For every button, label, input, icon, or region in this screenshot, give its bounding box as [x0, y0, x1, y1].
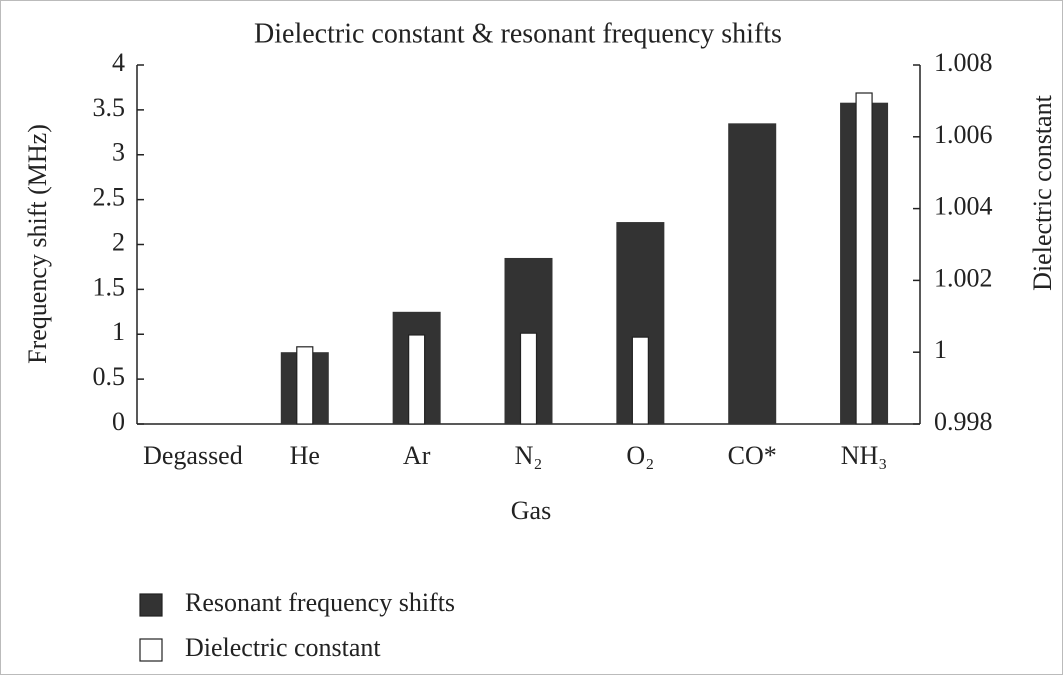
- y-tick-label: 3.5: [93, 93, 126, 122]
- y2-tick-label: 1.004: [934, 192, 993, 221]
- y2-tick-label: 0.998: [934, 407, 993, 436]
- legend-swatch: [139, 638, 163, 662]
- y-tick-label: 2.5: [93, 183, 126, 212]
- bar: [408, 334, 426, 425]
- bar: [631, 336, 649, 425]
- x-tick-label: O₂: [626, 441, 654, 470]
- x-tick-label: CO*: [728, 441, 777, 470]
- y-tick-label: 1: [112, 317, 125, 346]
- y-tick-label: 1.5: [93, 272, 126, 301]
- chart-title: Dielectric constant & resonant frequency…: [254, 18, 782, 49]
- y2-tick-label: 1.002: [934, 263, 993, 292]
- y-tick-label: 0.5: [93, 362, 126, 391]
- legend-label: Resonant frequency shifts: [185, 588, 455, 617]
- x-tick-label: N₂: [515, 441, 543, 470]
- x-tick-label: Degassed: [143, 441, 243, 470]
- bar: [519, 332, 538, 425]
- bar: [728, 123, 777, 425]
- bar: [296, 346, 314, 425]
- y2-tick-label: 1.008: [934, 48, 993, 77]
- y-axis-title: Frequency shift (MHz): [23, 124, 52, 364]
- legend-label: Dielectric constant: [185, 633, 381, 662]
- x-tick-label: Ar: [403, 441, 431, 470]
- bar: [855, 92, 873, 425]
- x-axis-title: Gas: [511, 496, 551, 525]
- y2-axis-title: Dielectric constant: [1028, 94, 1057, 290]
- y-tick-label: 2: [112, 227, 125, 256]
- y2-tick-label: 1: [934, 335, 947, 364]
- y-tick-label: 0: [112, 407, 125, 436]
- y-tick-label: 4: [112, 48, 125, 77]
- x-tick-label: He: [290, 441, 320, 470]
- x-tick-label: NH₃: [841, 441, 888, 470]
- y-tick-label: 3: [112, 138, 125, 167]
- y2-tick-label: 1.006: [934, 120, 993, 149]
- legend-swatch: [139, 593, 163, 617]
